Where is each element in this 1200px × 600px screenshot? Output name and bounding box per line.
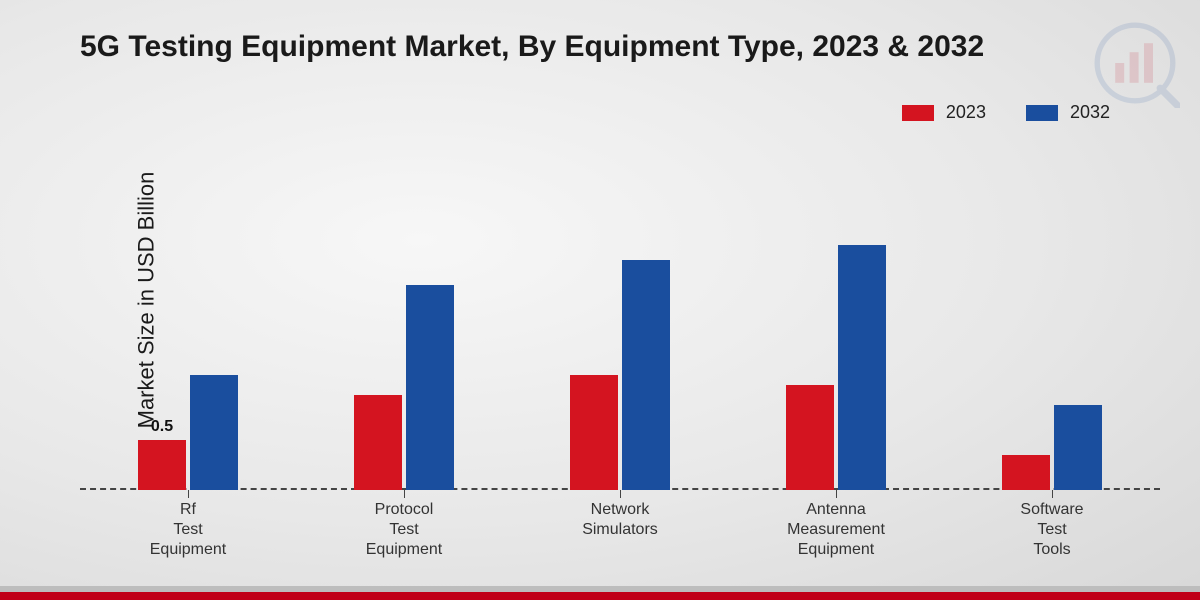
bar-2032: [190, 375, 238, 490]
bar-group: [786, 245, 886, 490]
x-tick: [404, 490, 405, 498]
bar-2023: [354, 395, 402, 490]
bar-2023: [786, 385, 834, 490]
legend-swatch-icon: [902, 105, 934, 121]
legend-label: 2032: [1070, 102, 1110, 123]
bar-2032: [1054, 405, 1102, 490]
bar-group: [1002, 405, 1102, 490]
legend-swatch-icon: [1026, 105, 1058, 121]
bar-group: 0.5: [138, 375, 238, 490]
watermark-logo-icon: [1090, 18, 1180, 108]
bar-2023: [1002, 455, 1050, 490]
bar-2032: [622, 260, 670, 490]
bar-2023: 0.5: [138, 440, 186, 490]
x-axis-category-label: Rf Test Equipment: [118, 500, 258, 560]
x-axis-labels: Rf Test Equipment Protocol Test Equipment…: [80, 500, 1160, 560]
x-axis-category-label: Software Test Tools: [982, 500, 1122, 560]
plot-area: 0.5: [80, 140, 1160, 490]
x-tick: [836, 490, 837, 498]
bar-group: [570, 260, 670, 490]
x-axis-category-label: Network Simulators: [550, 500, 690, 560]
legend-item-2023: 2023: [902, 102, 986, 123]
bar-groups: 0.5: [80, 140, 1160, 490]
legend: 2023 2032: [902, 102, 1110, 123]
x-axis-category-label: Antenna Measurement Equipment: [766, 500, 906, 560]
chart-title: 5G Testing Equipment Market, By Equipmen…: [80, 30, 984, 64]
x-tick: [188, 490, 189, 498]
bar-group: [354, 285, 454, 490]
legend-item-2032: 2032: [1026, 102, 1110, 123]
bar-2023: [570, 375, 618, 490]
footer-accent-bar: [0, 586, 1200, 600]
bar-2032: [406, 285, 454, 490]
footer-grey-stripe: [0, 586, 1200, 592]
bar-value-label: 0.5: [151, 418, 173, 436]
x-axis-category-label: Protocol Test Equipment: [334, 500, 474, 560]
legend-label: 2023: [946, 102, 986, 123]
x-tick: [1052, 490, 1053, 498]
bar-2032: [838, 245, 886, 490]
x-tick: [620, 490, 621, 498]
